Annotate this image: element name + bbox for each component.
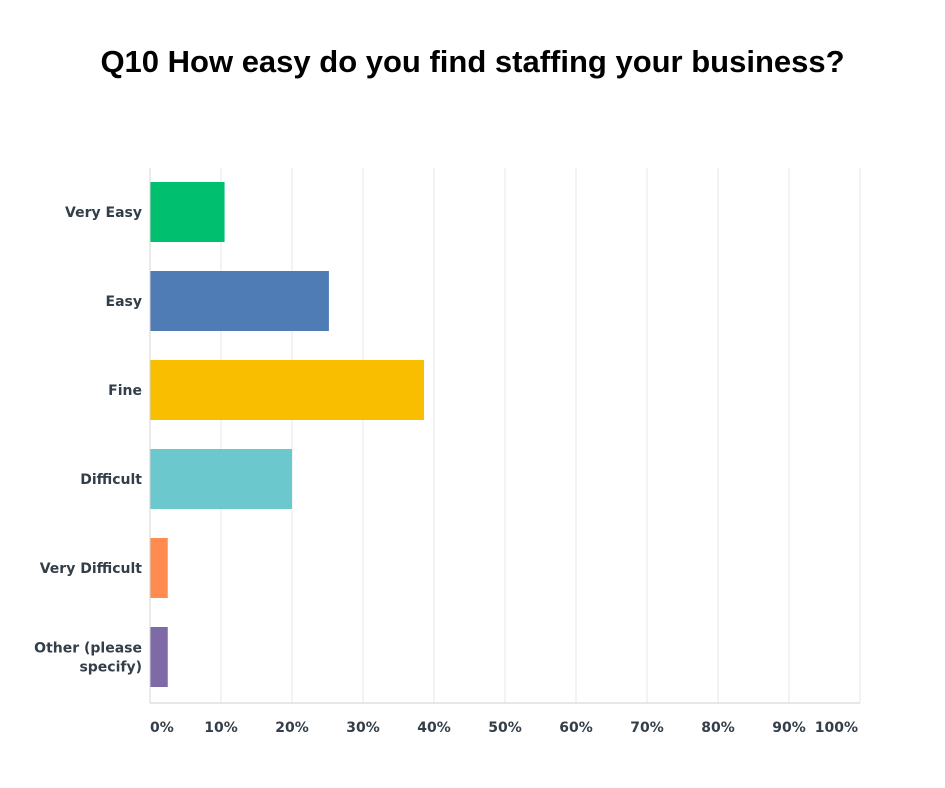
x-tick-label: 70% (630, 720, 664, 736)
x-tick-label: 30% (346, 720, 380, 736)
bar (150, 360, 425, 420)
x-tick-label: 60% (559, 720, 593, 736)
bar (150, 182, 225, 242)
bar (150, 538, 168, 598)
bars (150, 182, 425, 687)
x-tick-label: 0% (150, 720, 174, 736)
category-labels: Very Easy Easy Fine Difficult Very Difficult… (34, 205, 142, 676)
x-tick-label: 20% (275, 720, 309, 736)
category-label: Difficult (80, 472, 142, 488)
x-tick-label: 40% (417, 720, 451, 736)
category-label: Easy (106, 294, 142, 310)
x-tick-label: 10% (204, 720, 238, 736)
category-label: specify) (79, 660, 142, 676)
category-label: Fine (108, 383, 142, 399)
x-tick-label: 50% (488, 720, 522, 736)
bar (150, 271, 329, 331)
category-label: Very Easy (65, 205, 142, 221)
bar (150, 627, 168, 687)
category-label: Other (please (34, 641, 142, 657)
x-tick-label: 90% (772, 720, 806, 736)
category-label: Very Difficult (40, 561, 143, 577)
gridlines (220, 168, 861, 703)
bar (150, 449, 292, 509)
x-tick-labels: 0% 10% 20% 30% 40% 50% 60% 70% 80% 90% 100% (150, 720, 858, 736)
chart-title: Q10 How easy do you find staffing your b… (100, 44, 845, 79)
x-tick-label: 100% (815, 720, 858, 736)
x-tick-label: 80% (701, 720, 735, 736)
